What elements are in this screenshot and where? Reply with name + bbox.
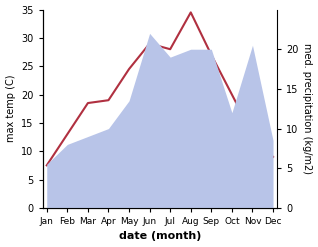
X-axis label: date (month): date (month) [119, 231, 201, 242]
Y-axis label: med. precipitation (kg/m2): med. precipitation (kg/m2) [302, 43, 313, 174]
Y-axis label: max temp (C): max temp (C) [5, 75, 16, 143]
